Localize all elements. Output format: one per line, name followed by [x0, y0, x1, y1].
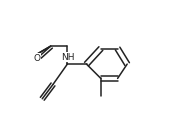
Text: NH: NH: [61, 53, 75, 62]
Text: O: O: [34, 54, 41, 63]
